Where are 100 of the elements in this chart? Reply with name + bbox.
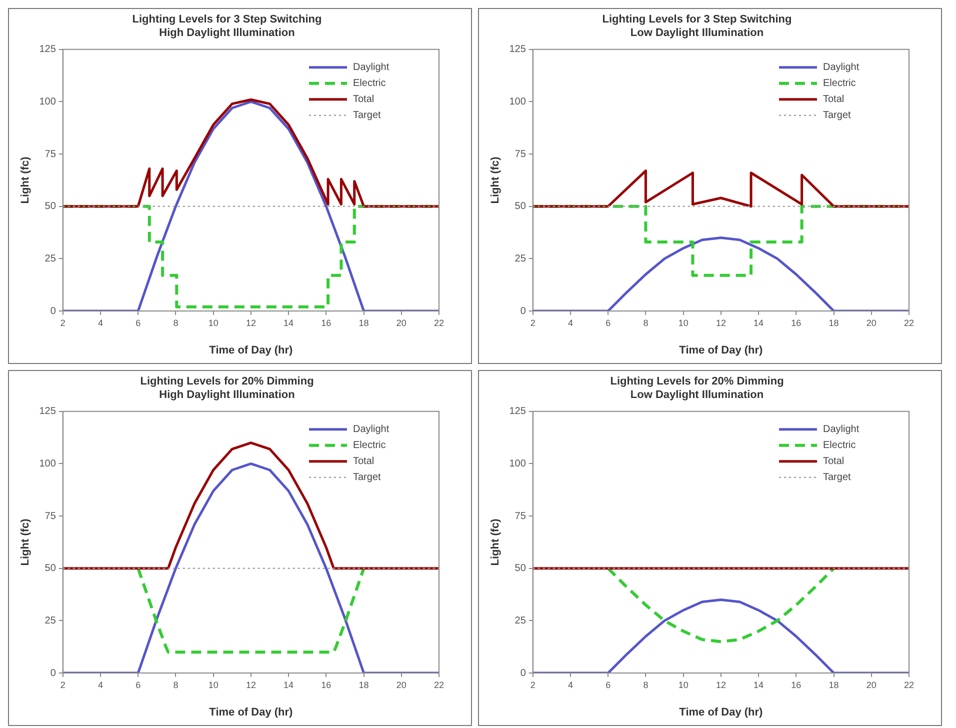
x-tick-label: 20 bbox=[396, 318, 406, 328]
x-tick-label: 22 bbox=[904, 318, 914, 328]
y-tick-label: 50 bbox=[514, 201, 526, 212]
x-tick-label: 6 bbox=[606, 680, 611, 690]
x-axis-title: Time of Day (hr) bbox=[679, 706, 764, 718]
x-tick-label: 6 bbox=[136, 680, 141, 690]
x-tick-label: 12 bbox=[716, 680, 726, 690]
chart-subtitle: High Daylight Illumination bbox=[159, 388, 296, 401]
legend-label: Total bbox=[353, 456, 374, 468]
legend-label: Total bbox=[353, 94, 374, 106]
x-tick-label: 14 bbox=[754, 318, 764, 328]
x-tick-label: 4 bbox=[568, 318, 574, 328]
x-tick-label: 10 bbox=[208, 318, 218, 328]
x-tick-label: 6 bbox=[136, 318, 141, 328]
line-series bbox=[62, 204, 439, 308]
y-tick-label: 50 bbox=[44, 201, 56, 212]
legend-label: Target bbox=[823, 472, 852, 484]
y-tick-label: 25 bbox=[514, 253, 526, 264]
x-tick-label: 16 bbox=[791, 680, 802, 690]
y-tick-label: 0 bbox=[50, 306, 56, 317]
legend-label: Target bbox=[353, 472, 382, 484]
x-tick-label: 14 bbox=[284, 318, 294, 328]
chart-title: Lighting Levels for 3 Step Switching bbox=[602, 14, 792, 26]
x-axis-title: Time of Day (hr) bbox=[679, 344, 764, 356]
x-tick-label: 22 bbox=[434, 680, 444, 690]
x-tick-label: 12 bbox=[716, 318, 726, 328]
x-tick-label: 8 bbox=[643, 318, 648, 328]
x-tick-label: 18 bbox=[828, 318, 839, 328]
x-tick-label: 16 bbox=[321, 680, 332, 690]
legend-label: Electric bbox=[353, 78, 386, 90]
x-tick-label: 22 bbox=[904, 680, 914, 690]
chart-subtitle: Low Daylight Illumination bbox=[630, 26, 764, 39]
y-tick-label: 100 bbox=[39, 458, 56, 470]
y-tick-label: 0 bbox=[520, 668, 526, 679]
legend-label: Total bbox=[823, 456, 844, 468]
x-tick-label: 4 bbox=[568, 680, 574, 690]
legend-label: Daylight bbox=[353, 62, 390, 74]
x-axis-title: Time of Day (hr) bbox=[209, 344, 294, 356]
x-axis-title: Time of Day (hr) bbox=[209, 706, 294, 718]
legend-label: Electric bbox=[823, 440, 856, 452]
y-tick-label: 25 bbox=[44, 615, 56, 626]
y-axis-title: Light (fc) bbox=[490, 156, 502, 204]
x-tick-label: 14 bbox=[284, 680, 294, 690]
x-tick-label: 2 bbox=[60, 680, 66, 690]
y-tick-label: 125 bbox=[509, 406, 526, 418]
x-tick-label: 18 bbox=[828, 680, 839, 690]
y-tick-label: 50 bbox=[44, 563, 56, 574]
y-axis-title: Light (fc) bbox=[20, 156, 32, 204]
y-tick-label: 75 bbox=[44, 148, 56, 160]
y-tick-label: 125 bbox=[509, 44, 526, 56]
y-tick-label: 25 bbox=[44, 253, 56, 264]
x-tick-label: 18 bbox=[358, 318, 369, 328]
legend-label: Total bbox=[823, 94, 844, 106]
legend-label: Target bbox=[353, 110, 382, 122]
legend-label: Electric bbox=[353, 440, 386, 452]
y-tick-label: 100 bbox=[509, 96, 526, 108]
x-tick-label: 12 bbox=[246, 318, 256, 328]
x-tick-label: 20 bbox=[396, 680, 406, 690]
x-tick-label: 12 bbox=[246, 680, 256, 690]
chart-subtitle: Low Daylight Illumination bbox=[630, 388, 764, 401]
y-tick-label: 75 bbox=[44, 510, 56, 522]
y-tick-label: 100 bbox=[509, 458, 526, 470]
x-tick-label: 18 bbox=[358, 680, 369, 690]
x-tick-label: 6 bbox=[606, 318, 611, 328]
x-tick-label: 20 bbox=[866, 318, 876, 328]
y-tick-label: 125 bbox=[39, 406, 56, 418]
x-tick-label: 8 bbox=[173, 680, 178, 690]
y-tick-label: 75 bbox=[514, 510, 526, 522]
x-tick-label: 10 bbox=[678, 680, 688, 690]
legend-label: Electric bbox=[823, 78, 856, 90]
chart-subtitle: High Daylight Illumination bbox=[159, 26, 296, 39]
y-axis-title: Light (fc) bbox=[490, 518, 502, 566]
y-tick-label: 0 bbox=[50, 668, 56, 679]
x-tick-label: 10 bbox=[678, 318, 688, 328]
y-tick-label: 0 bbox=[520, 306, 526, 317]
legend-label: Daylight bbox=[823, 424, 860, 436]
x-tick-label: 16 bbox=[321, 318, 332, 328]
x-tick-label: 20 bbox=[866, 680, 876, 690]
chart-title: Lighting Levels for 20% Dimming bbox=[610, 376, 784, 388]
x-tick-label: 8 bbox=[173, 318, 178, 328]
x-tick-label: 2 bbox=[530, 318, 536, 328]
x-tick-label: 22 bbox=[434, 318, 444, 328]
legend-label: Daylight bbox=[353, 424, 390, 436]
line-series bbox=[606, 566, 836, 644]
y-tick-label: 75 bbox=[514, 148, 526, 160]
x-tick-label: 16 bbox=[791, 318, 802, 328]
chart-title: Lighting Levels for 3 Step Switching bbox=[132, 14, 322, 26]
legend-label: Target bbox=[823, 110, 852, 122]
x-tick-label: 4 bbox=[98, 318, 104, 328]
y-tick-label: 125 bbox=[39, 44, 56, 56]
legend-label: Daylight bbox=[823, 62, 860, 74]
line-series bbox=[136, 566, 366, 654]
x-tick-label: 2 bbox=[530, 680, 536, 690]
x-tick-label: 2 bbox=[60, 318, 66, 328]
y-tick-label: 25 bbox=[514, 615, 526, 626]
x-tick-label: 8 bbox=[643, 680, 648, 690]
y-axis-title: Light (fc) bbox=[20, 518, 32, 566]
y-tick-label: 50 bbox=[514, 563, 526, 574]
chart-title: Lighting Levels for 20% Dimming bbox=[140, 376, 314, 388]
x-tick-label: 10 bbox=[208, 680, 218, 690]
